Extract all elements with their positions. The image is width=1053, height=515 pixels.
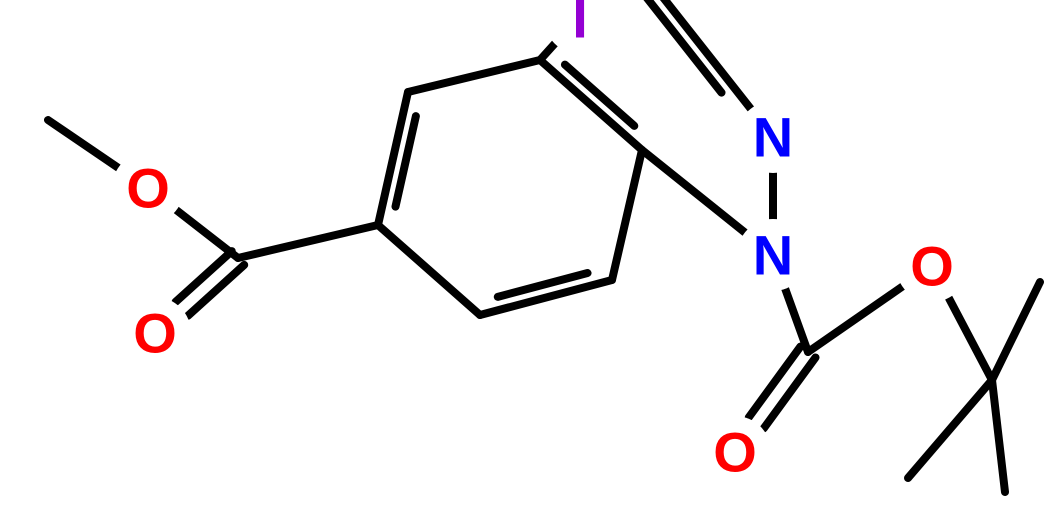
bond <box>48 120 118 168</box>
atom-o: O <box>133 302 177 365</box>
bond <box>641 0 722 93</box>
bond <box>785 289 808 352</box>
atom-n: N <box>753 106 793 169</box>
bond <box>540 60 642 150</box>
bond <box>908 380 992 478</box>
bond <box>949 298 992 380</box>
atom-o: O <box>910 235 954 298</box>
bond <box>992 282 1040 380</box>
bond <box>612 150 642 280</box>
bond <box>378 225 480 315</box>
bond <box>992 380 1005 492</box>
bond <box>175 251 231 302</box>
molecule-diagram: O O NN I O O <box>0 0 1053 515</box>
bond <box>642 150 745 232</box>
bond <box>238 225 378 258</box>
atom-i: I <box>572 0 588 50</box>
atom-o: O <box>713 421 757 484</box>
bond <box>808 287 902 352</box>
atom-n: N <box>753 224 793 287</box>
atom-o: O <box>126 157 170 220</box>
bond <box>188 265 244 316</box>
bond <box>408 60 540 92</box>
